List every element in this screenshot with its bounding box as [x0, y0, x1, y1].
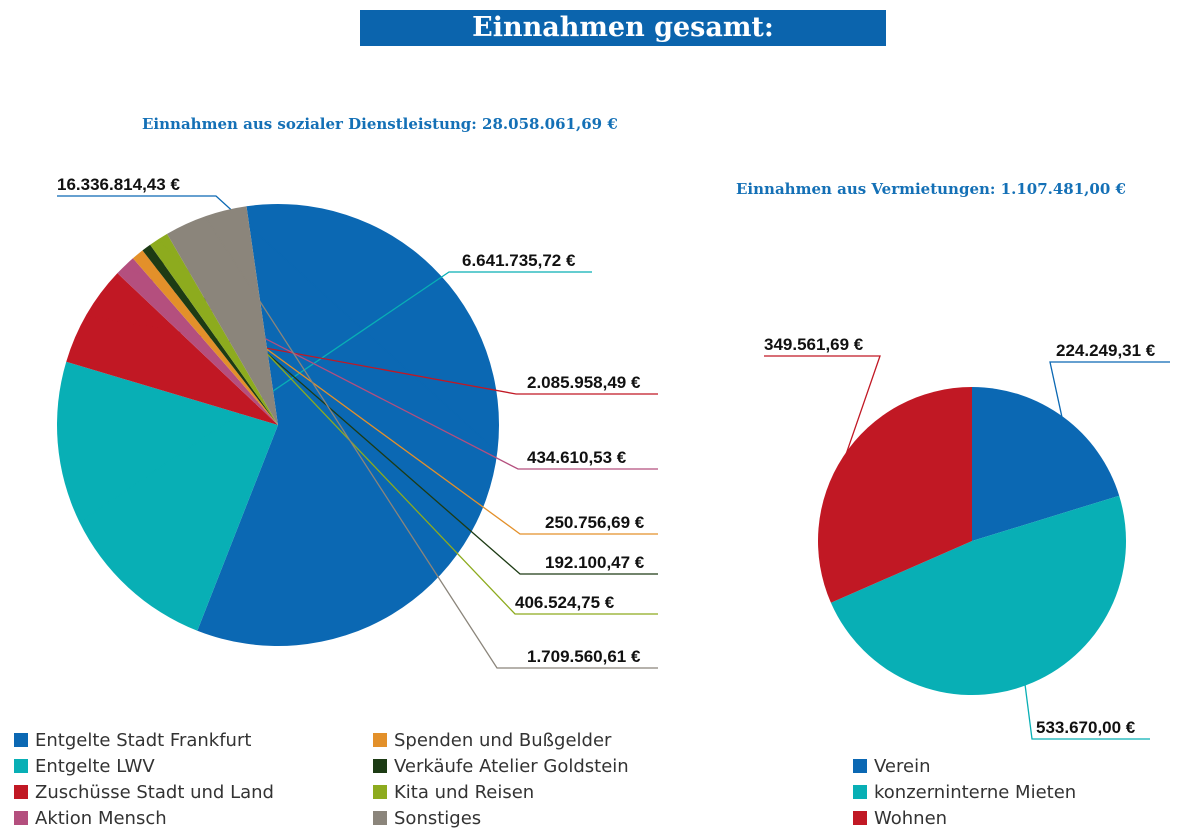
legend-label: Wohnen — [874, 807, 948, 829]
value-label-spenden-und-bussgelder: 250.756,69 € — [545, 513, 645, 532]
value-label-kita-und-reisen: 406.524,75 € — [515, 593, 615, 612]
value-label-zuschuesse-stadt-und-land: 2.085.958,49 € — [527, 373, 641, 392]
legend-item-atelier-goldstein: Verkäufe Atelier Goldstein — [373, 754, 629, 778]
legend-item-aktion-mensch: Aktion Mensch — [14, 806, 167, 830]
social-services-title: Einnahmen aus sozialer Dienstleistung: 2… — [142, 115, 618, 133]
leader-line-wohnen — [764, 355, 881, 459]
legend-swatch — [853, 811, 867, 825]
value-label-aktion-mensch: 434.610,53 € — [527, 448, 627, 467]
leader-line-entgelte-stadt-frankfurt — [57, 195, 496, 451]
pie-slice-entgelte-lwv — [56, 361, 278, 631]
legend-swatch — [853, 759, 867, 773]
leader-line-konzerninterne-mieten — [1024, 683, 1150, 740]
legend-swatch — [373, 811, 387, 825]
legend-swatch — [14, 811, 28, 825]
leader-line-verkaeufe-atelier-goldstein — [147, 248, 658, 575]
legend-item-kita-und-reisen: Kita und Reisen — [373, 780, 534, 804]
leader-line-verein — [1049, 361, 1170, 419]
legend-item-zuschuesse: Zuschüsse Stadt und Land — [14, 780, 274, 804]
legend-label: Kita und Reisen — [394, 781, 535, 803]
legend-swatch — [373, 785, 387, 799]
total-income-banner: Einnahmen gesamt: 29.165.542,69 € — [360, 10, 886, 79]
legend-item-verein: Verein — [853, 754, 930, 778]
value-label-sonstiges: 1.709.560,61 € — [527, 647, 641, 666]
legend-label: Entgelte Stadt Frankfurt — [35, 729, 252, 751]
legend-swatch — [373, 733, 387, 747]
value-label-konzerninterne-mieten: 533.670,00 € — [1036, 718, 1136, 737]
pie-slice-zuschuesse-stadt-und-land — [66, 273, 279, 425]
legend-label: Verkäufe Atelier Goldstein — [394, 755, 629, 777]
legend-label: Aktion Mensch — [35, 807, 167, 829]
legend-swatch — [373, 759, 387, 773]
legend-item-entgelte-stadt-frankfurt: Entgelte Stadt Frankfurt — [14, 728, 251, 752]
legend-label: Entgelte LWV — [35, 755, 155, 777]
pie-chart-2: 224.249,31 € 533.670,00 € 349.561,69 € — [764, 335, 1170, 740]
legend-label: Zuschüsse Stadt und Land — [35, 781, 274, 803]
value-label-verkaeufe-atelier-goldstein: 192.100,47 € — [545, 553, 645, 572]
pie-slice-wohnen — [817, 387, 972, 603]
pie-slice-kita-und-reisen — [150, 233, 278, 425]
legend-item-spenden: Spenden und Bußgelder — [373, 728, 611, 752]
legend-swatch — [14, 733, 28, 747]
legend-item-konzerninterne-mieten: konzerninterne Mieten — [853, 780, 1076, 804]
legend-label: Verein — [874, 755, 931, 777]
pie-slice-entgelte-stadt-frankfurt — [197, 204, 500, 647]
pie-slice-aktion-mensch — [117, 258, 279, 425]
legend-item-wohnen: Wohnen — [853, 806, 947, 830]
legend-swatch — [14, 785, 28, 799]
value-label-wohnen: 349.561,69 € — [764, 335, 864, 354]
rentals-title: Einnahmen aus Vermietungen: 1.107.481,00… — [736, 180, 1126, 198]
leader-line-kita-und-reisen — [159, 240, 658, 615]
pie-slice-verkaeufe-atelier-goldstein — [142, 244, 278, 425]
legend-item-entgelte-lwv: Entgelte LWV — [14, 754, 155, 778]
leader-line-entgelte-lwv — [80, 271, 592, 522]
pie-slice-sonstiges — [167, 206, 278, 425]
pie-slice-verein — [972, 386, 1120, 541]
legend-item-sonstiges: Sonstiges — [373, 806, 481, 830]
legend-label: Sonstiges — [394, 807, 482, 829]
legend-label: konzerninterne Mieten — [874, 781, 1077, 803]
value-label-verein: 224.249,31 € — [1056, 341, 1156, 360]
pie-slice-spenden-und-bussgelder — [132, 250, 278, 425]
legend-swatch — [853, 785, 867, 799]
pie-chart-1: 16.336.814,43 € 6.641.735,72 € 2.085.958,4… — [56, 175, 658, 669]
legend-label: Spenden und Bußgelder — [394, 729, 612, 751]
legend-swatch — [14, 759, 28, 773]
pie-slice-konzerninterne-mieten — [830, 495, 1127, 696]
value-label-entgelte-stadt-frankfurt: 16.336.814,43 € — [57, 175, 180, 194]
leader-line-sonstiges — [205, 217, 658, 669]
value-label-entgelte-lwv: 6.641.735,72 € — [462, 251, 576, 270]
